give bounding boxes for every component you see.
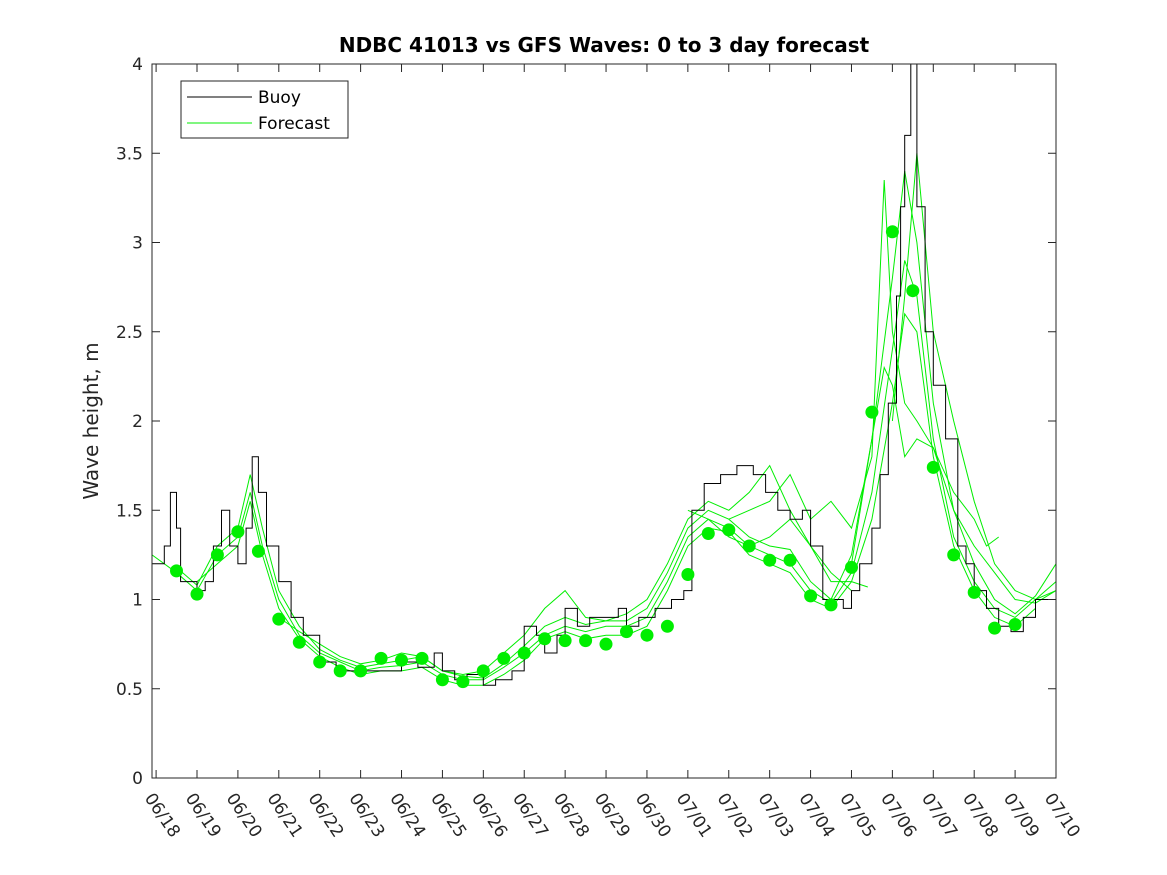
forecast-marker bbox=[722, 523, 736, 537]
forecast-marker bbox=[313, 655, 327, 669]
forecast-marker bbox=[476, 664, 490, 678]
y-tick-label: 2 bbox=[132, 412, 143, 432]
x-tick-label: 07/06 bbox=[876, 790, 920, 842]
y-tick-label: 2.5 bbox=[116, 323, 143, 343]
x-tick-label: 06/19 bbox=[181, 790, 225, 842]
forecast-marker bbox=[579, 634, 593, 648]
forecast-marker bbox=[435, 673, 449, 687]
x-tick-label: 07/07 bbox=[917, 790, 961, 842]
plot-area bbox=[152, 64, 1056, 778]
forecast-marker bbox=[558, 634, 572, 648]
forecast-marker bbox=[599, 637, 613, 651]
forecast-line-8 bbox=[687, 509, 852, 591]
forecast-marker bbox=[988, 621, 1002, 635]
y-tick-label: 0 bbox=[132, 769, 143, 789]
legend-box bbox=[180, 80, 349, 139]
forecast-marker bbox=[374, 651, 388, 665]
forecast-marker bbox=[210, 548, 224, 562]
forecast-marker bbox=[947, 548, 961, 562]
forecast-marker bbox=[824, 598, 838, 612]
y-tick-label: 4 bbox=[132, 55, 143, 75]
x-tick-label: 06/27 bbox=[508, 790, 552, 842]
forecast-marker bbox=[906, 284, 920, 298]
forecast-marker bbox=[804, 589, 818, 603]
forecast-marker bbox=[251, 544, 265, 558]
forecast-marker bbox=[763, 553, 777, 567]
y-tick-label: 0.5 bbox=[116, 680, 143, 700]
forecast-marker bbox=[865, 405, 879, 419]
forecast-marker bbox=[783, 553, 797, 567]
legend-forecast-label: Forecast bbox=[258, 114, 330, 134]
forecast-marker bbox=[538, 632, 552, 646]
forecast-marker bbox=[170, 564, 183, 578]
forecast-marker bbox=[517, 646, 531, 660]
x-tick-label: 06/29 bbox=[590, 790, 634, 842]
x-tick-label: 06/30 bbox=[631, 790, 675, 842]
forecast-line-5 bbox=[728, 179, 1057, 604]
x-tick-label: 07/03 bbox=[754, 790, 798, 842]
x-tick-label: 06/25 bbox=[426, 790, 470, 842]
forecast-marker bbox=[1008, 618, 1022, 631]
x-tick-label: 06/20 bbox=[222, 790, 266, 842]
chart-title: NDBC 41013 vs GFS Waves: 0 to 3 day fore… bbox=[339, 33, 870, 57]
forecast-line-1 bbox=[151, 260, 1057, 681]
y-tick-label: 1.5 bbox=[116, 501, 143, 521]
y-tick-label: 3 bbox=[132, 234, 143, 254]
forecast-marker bbox=[231, 525, 245, 539]
forecast-marker bbox=[456, 675, 470, 689]
x-tick-label: 07/09 bbox=[999, 790, 1043, 842]
forecast-line-7 bbox=[891, 153, 1057, 601]
forecast-marker bbox=[660, 619, 674, 633]
forecast-marker bbox=[926, 460, 940, 474]
forecast-line-6 bbox=[851, 365, 999, 564]
x-tick-label: 07/01 bbox=[672, 790, 716, 842]
forecast-marker bbox=[640, 628, 654, 642]
forecast-marker bbox=[272, 612, 286, 626]
series-layer bbox=[151, 63, 1057, 689]
forecast-marker bbox=[395, 653, 408, 667]
x-tick-label: 06/21 bbox=[263, 790, 307, 842]
x-tick-label: 07/04 bbox=[794, 790, 838, 842]
forecast-marker bbox=[497, 651, 511, 665]
forecast-marker bbox=[333, 664, 347, 678]
legend-buoy-label: Buoy bbox=[258, 88, 301, 108]
forecast-marker bbox=[681, 568, 695, 581]
forecast-marker bbox=[967, 585, 981, 599]
y-tick-label: 3.5 bbox=[116, 144, 143, 164]
y-tick-label: 1 bbox=[132, 591, 143, 611]
x-tick-label: 06/23 bbox=[344, 790, 388, 842]
y-axis-label: Wave height, m bbox=[79, 342, 103, 499]
forecast-marker bbox=[415, 651, 429, 665]
forecast-marker bbox=[885, 225, 899, 239]
x-tick-label: 06/26 bbox=[467, 790, 511, 842]
forecast-marker bbox=[701, 527, 715, 540]
forecast-marker bbox=[620, 625, 633, 639]
forecast-marker bbox=[845, 560, 858, 574]
x-tick-label: 07/10 bbox=[1040, 790, 1084, 842]
forecast-marker bbox=[292, 635, 306, 649]
x-tick-label: 06/18 bbox=[140, 790, 184, 842]
forecast-marker bbox=[742, 539, 756, 553]
x-tick-label: 07/02 bbox=[713, 790, 757, 842]
forecast-marker bbox=[354, 664, 368, 678]
legend: Buoy Forecast bbox=[180, 80, 349, 139]
forecast-marker bbox=[190, 587, 204, 601]
x-tick-label: 06/28 bbox=[549, 790, 593, 842]
x-tick-label: 06/22 bbox=[304, 790, 348, 842]
x-tick-label: 07/08 bbox=[958, 790, 1002, 842]
x-tick-label: 06/24 bbox=[385, 790, 429, 842]
x-tick-label: 07/05 bbox=[835, 790, 879, 842]
